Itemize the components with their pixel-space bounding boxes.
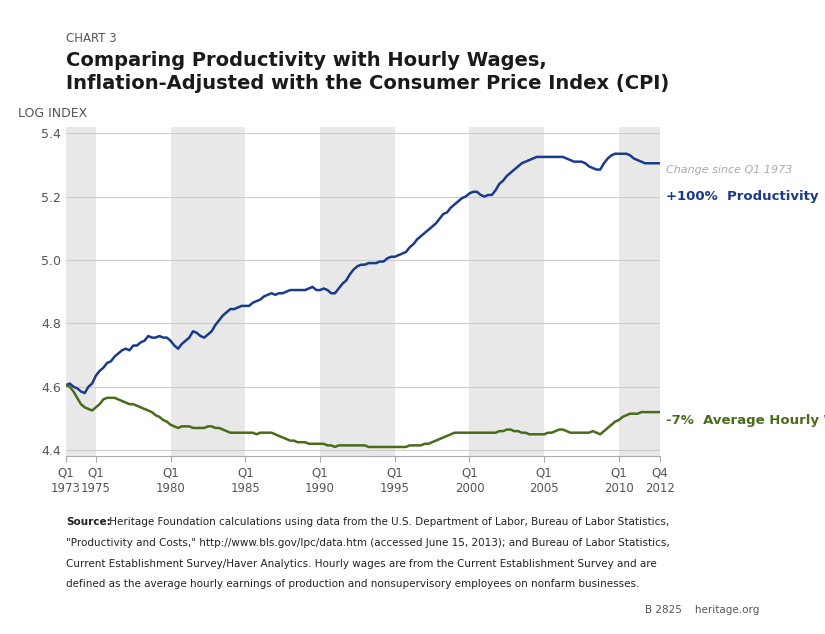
Text: defined as the average hourly earnings of production and nonsupervisory employee: defined as the average hourly earnings o… (66, 579, 639, 590)
Text: "Productivity and Costs," http://www.bls.gov/lpc/data.htm (accessed June 15, 201: "Productivity and Costs," http://www.bls… (66, 538, 670, 548)
Bar (619, 127, 660, 456)
Bar (171, 127, 245, 456)
Text: Current Establishment Survey/Haver Analytics. Hourly wages are from the Current : Current Establishment Survey/Haver Analy… (66, 559, 657, 569)
Bar (320, 127, 394, 456)
Text: Comparing Productivity with Hourly Wages,
Inflation-Adjusted with the Consumer P: Comparing Productivity with Hourly Wages… (66, 51, 669, 93)
Bar (66, 127, 96, 456)
Text: Source:: Source: (66, 517, 111, 527)
Bar (469, 127, 544, 456)
Text: Change since Q1 1973: Change since Q1 1973 (666, 165, 792, 174)
Text: -7%  Average Hourly Wages (CPI): -7% Average Hourly Wages (CPI) (666, 414, 825, 427)
Text: Heritage Foundation calculations using data from the U.S. Department of Labor, B: Heritage Foundation calculations using d… (106, 517, 669, 527)
Text: CHART 3: CHART 3 (66, 32, 116, 45)
Text: B 2825    heritage.org: B 2825 heritage.org (644, 605, 759, 616)
Text: +100%  Productivity: +100% Productivity (666, 190, 818, 202)
Text: LOG INDEX: LOG INDEX (18, 107, 87, 120)
